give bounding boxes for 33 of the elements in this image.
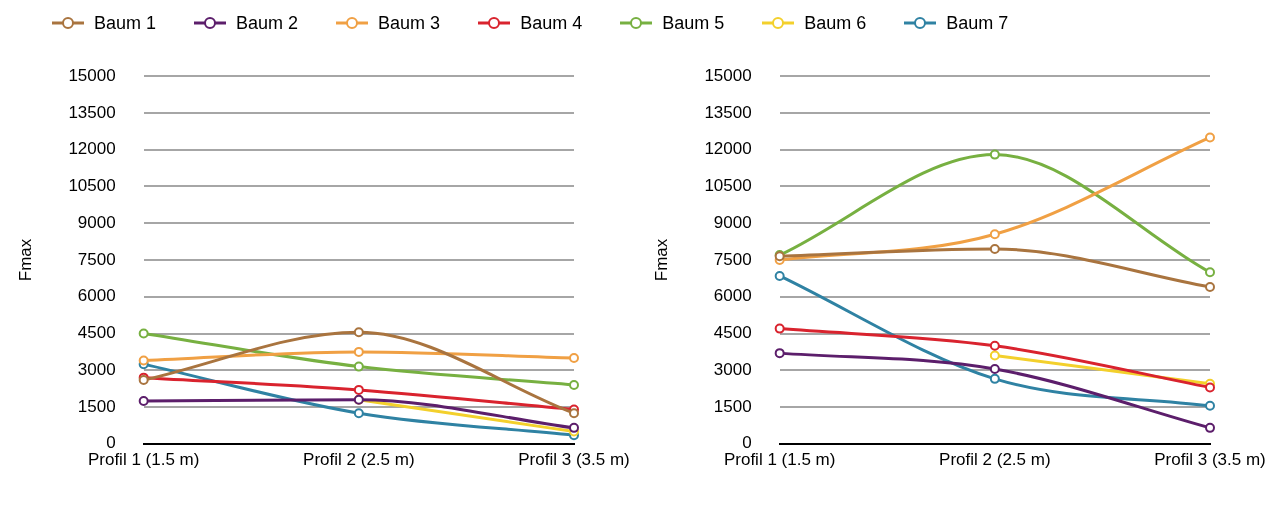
legend-label: Baum 6: [804, 12, 867, 34]
y-tick-label: 3000: [713, 359, 752, 379]
y-tick-label: 6000: [713, 286, 752, 306]
y-tick-label: 9000: [713, 212, 752, 232]
x-tick-label: Profil 2 (2.5 m): [939, 449, 1051, 469]
y-tick-label: 4500: [77, 323, 116, 343]
y-tick-label: 7500: [713, 249, 752, 269]
legend-label: Baum 5: [662, 12, 725, 34]
y-tick-label: 9000: [77, 212, 116, 232]
y-tick-label: 6000: [77, 286, 116, 306]
x-tick-label: Profil 3 (3.5 m): [1154, 449, 1266, 469]
legend-label: Baum 7: [946, 12, 1009, 34]
legend-label: Baum 2: [236, 12, 299, 34]
y-tick-label: 7500: [77, 249, 116, 269]
y-axis-title: Fmax: [651, 238, 671, 282]
legend-label: Baum 4: [520, 12, 583, 34]
y-tick-label: 1500: [77, 396, 116, 416]
y-axis-title: Fmax: [15, 238, 35, 282]
legend-label: Baum 1: [94, 12, 157, 34]
y-tick-label: 15000: [68, 65, 116, 85]
y-tick-label: 10500: [68, 176, 116, 196]
x-tick-label: Profil 2 (2.5 m): [303, 449, 415, 469]
y-tick-label: 4500: [713, 323, 752, 343]
y-tick-label: 12000: [68, 139, 116, 159]
y-tick-label: 15000: [704, 65, 752, 85]
y-tick-label: 13500: [68, 102, 116, 122]
y-tick-label: 1500: [713, 396, 752, 416]
y-tick-label: 12000: [704, 139, 752, 159]
x-tick-label: Profil 3 (3.5 m): [518, 449, 630, 469]
y-tick-label: 13500: [704, 102, 752, 122]
y-tick-label: 10500: [704, 176, 752, 196]
legend-label: Baum 3: [378, 12, 441, 34]
y-tick-label: 3000: [77, 359, 116, 379]
